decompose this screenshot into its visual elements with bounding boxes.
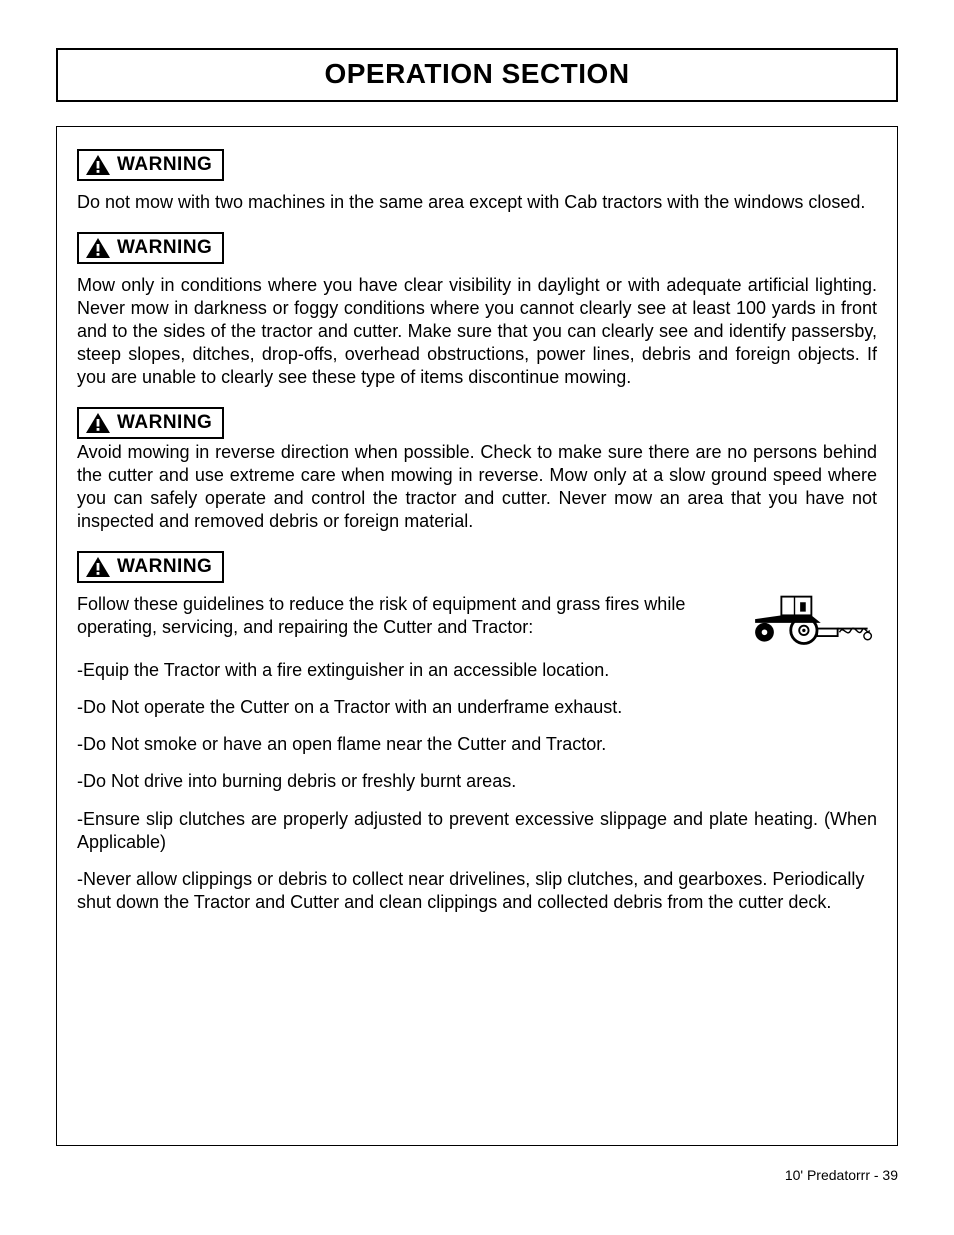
warning-icon xyxy=(85,412,111,434)
page-footer: 10' Predatorrr - 39 xyxy=(785,1167,898,1183)
bullet-item: -Equip the Tractor with a fire extinguis… xyxy=(77,659,877,682)
warning-label: WARNING xyxy=(77,407,224,439)
page: OPERATION SECTION WARNING Do not mow wit… xyxy=(0,0,954,1235)
bullet-item: -Do Not operate the Cutter on a Tractor … xyxy=(77,696,877,719)
bullet-item: -Never allow clippings or debris to coll… xyxy=(77,868,877,914)
warning-icon xyxy=(85,556,111,578)
warning-intro: Follow these guidelines to reduce the ri… xyxy=(77,593,711,639)
warning-body: Do not mow with two machines in the same… xyxy=(77,191,877,214)
warning-intro-row: Follow these guidelines to reduce the ri… xyxy=(77,589,877,659)
warning-label: WARNING xyxy=(77,149,224,181)
warning-label: WARNING xyxy=(77,232,224,264)
warning-text: WARNING xyxy=(117,237,212,259)
warning-text: WARNING xyxy=(117,412,212,434)
section-title-box: OPERATION SECTION xyxy=(56,48,898,102)
warning-label: WARNING xyxy=(77,551,224,583)
warning-icon xyxy=(85,154,111,176)
bullet-list: -Equip the Tractor with a fire extinguis… xyxy=(77,659,877,913)
warning-text: WARNING xyxy=(117,154,212,176)
tractor-icon xyxy=(727,591,877,647)
bullet-item: -Do Not drive into burning debris or fre… xyxy=(77,770,877,793)
warning-body: Mow only in conditions where you have cl… xyxy=(77,274,877,389)
bullet-item: -Ensure slip clutches are properly adjus… xyxy=(77,808,877,854)
warning-body: Avoid mowing in reverse direction when p… xyxy=(77,441,877,533)
warning-text: WARNING xyxy=(117,556,212,578)
bullet-item: -Do Not smoke or have an open flame near… xyxy=(77,733,877,756)
content-box: WARNING Do not mow with two machines in … xyxy=(56,126,898,1146)
warning-icon xyxy=(85,237,111,259)
section-title: OPERATION SECTION xyxy=(324,58,629,89)
